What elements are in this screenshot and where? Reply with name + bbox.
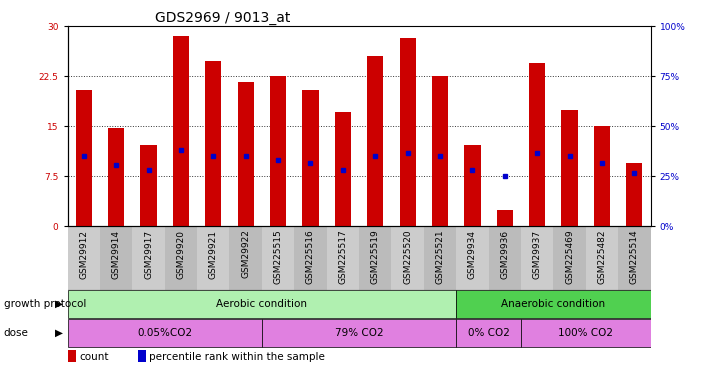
Bar <box>529 63 545 226</box>
Bar <box>108 128 124 226</box>
Bar <box>68 350 76 362</box>
Bar <box>270 76 286 226</box>
Bar <box>294 226 326 290</box>
Text: GSM225515: GSM225515 <box>274 230 282 284</box>
Text: GSM29937: GSM29937 <box>533 230 542 279</box>
Text: GSM225514: GSM225514 <box>630 230 639 284</box>
Text: 0.05%CO2: 0.05%CO2 <box>137 328 192 338</box>
Text: GSM225516: GSM225516 <box>306 230 315 284</box>
Text: GSM29917: GSM29917 <box>144 230 153 279</box>
Bar <box>456 290 651 318</box>
Text: dose: dose <box>4 328 28 338</box>
Text: Aerobic condition: Aerobic condition <box>216 299 307 309</box>
Text: GSM29934: GSM29934 <box>468 230 477 279</box>
Bar <box>392 226 424 290</box>
Text: GSM29922: GSM29922 <box>241 230 250 279</box>
Text: ▶: ▶ <box>55 328 63 338</box>
Text: growth protocol: growth protocol <box>4 299 86 309</box>
Text: GSM225519: GSM225519 <box>370 230 380 284</box>
Bar <box>553 226 586 290</box>
Bar <box>262 226 294 290</box>
Text: GSM29920: GSM29920 <box>176 230 186 279</box>
Bar <box>618 226 651 290</box>
Bar <box>205 61 221 226</box>
Bar <box>464 145 481 226</box>
Bar <box>521 226 553 290</box>
Bar <box>100 226 132 290</box>
Bar <box>456 226 488 290</box>
Bar <box>432 76 448 226</box>
Bar <box>367 56 383 226</box>
Bar <box>562 110 578 226</box>
Text: count: count <box>79 352 109 362</box>
Bar <box>335 112 351 226</box>
Bar <box>141 145 156 226</box>
Text: Anaerobic condition: Anaerobic condition <box>501 299 606 309</box>
Bar <box>173 36 189 226</box>
Bar <box>626 163 643 226</box>
Bar <box>326 226 359 290</box>
Bar <box>424 226 456 290</box>
Text: GSM225521: GSM225521 <box>436 230 444 284</box>
Bar <box>237 82 254 226</box>
Bar <box>132 226 165 290</box>
Bar <box>230 226 262 290</box>
Text: 0% CO2: 0% CO2 <box>468 328 510 338</box>
Bar <box>594 126 610 226</box>
Bar <box>497 210 513 226</box>
Bar <box>586 226 618 290</box>
Text: GSM225469: GSM225469 <box>565 230 574 284</box>
Text: GDS2969 / 9013_at: GDS2969 / 9013_at <box>155 11 290 25</box>
Bar <box>137 350 146 362</box>
Text: GSM225520: GSM225520 <box>403 230 412 284</box>
Text: GSM29936: GSM29936 <box>501 230 509 279</box>
Text: GSM225482: GSM225482 <box>597 230 606 284</box>
Bar <box>400 38 416 226</box>
Bar <box>302 90 319 226</box>
Text: GSM29914: GSM29914 <box>112 230 121 279</box>
Bar <box>456 319 521 347</box>
Bar <box>359 226 392 290</box>
Bar <box>262 319 456 347</box>
Bar <box>488 226 521 290</box>
Text: GSM225517: GSM225517 <box>338 230 348 284</box>
Text: percentile rank within the sample: percentile rank within the sample <box>149 352 325 362</box>
Bar <box>165 226 197 290</box>
Bar <box>68 319 262 347</box>
Bar <box>75 90 92 226</box>
Bar <box>68 226 100 290</box>
Text: GSM29921: GSM29921 <box>209 230 218 279</box>
Text: GSM29912: GSM29912 <box>79 230 88 279</box>
Bar <box>68 290 456 318</box>
Bar <box>521 319 651 347</box>
Text: 79% CO2: 79% CO2 <box>335 328 383 338</box>
Bar <box>197 226 230 290</box>
Text: ▶: ▶ <box>55 299 63 309</box>
Text: 100% CO2: 100% CO2 <box>558 328 614 338</box>
